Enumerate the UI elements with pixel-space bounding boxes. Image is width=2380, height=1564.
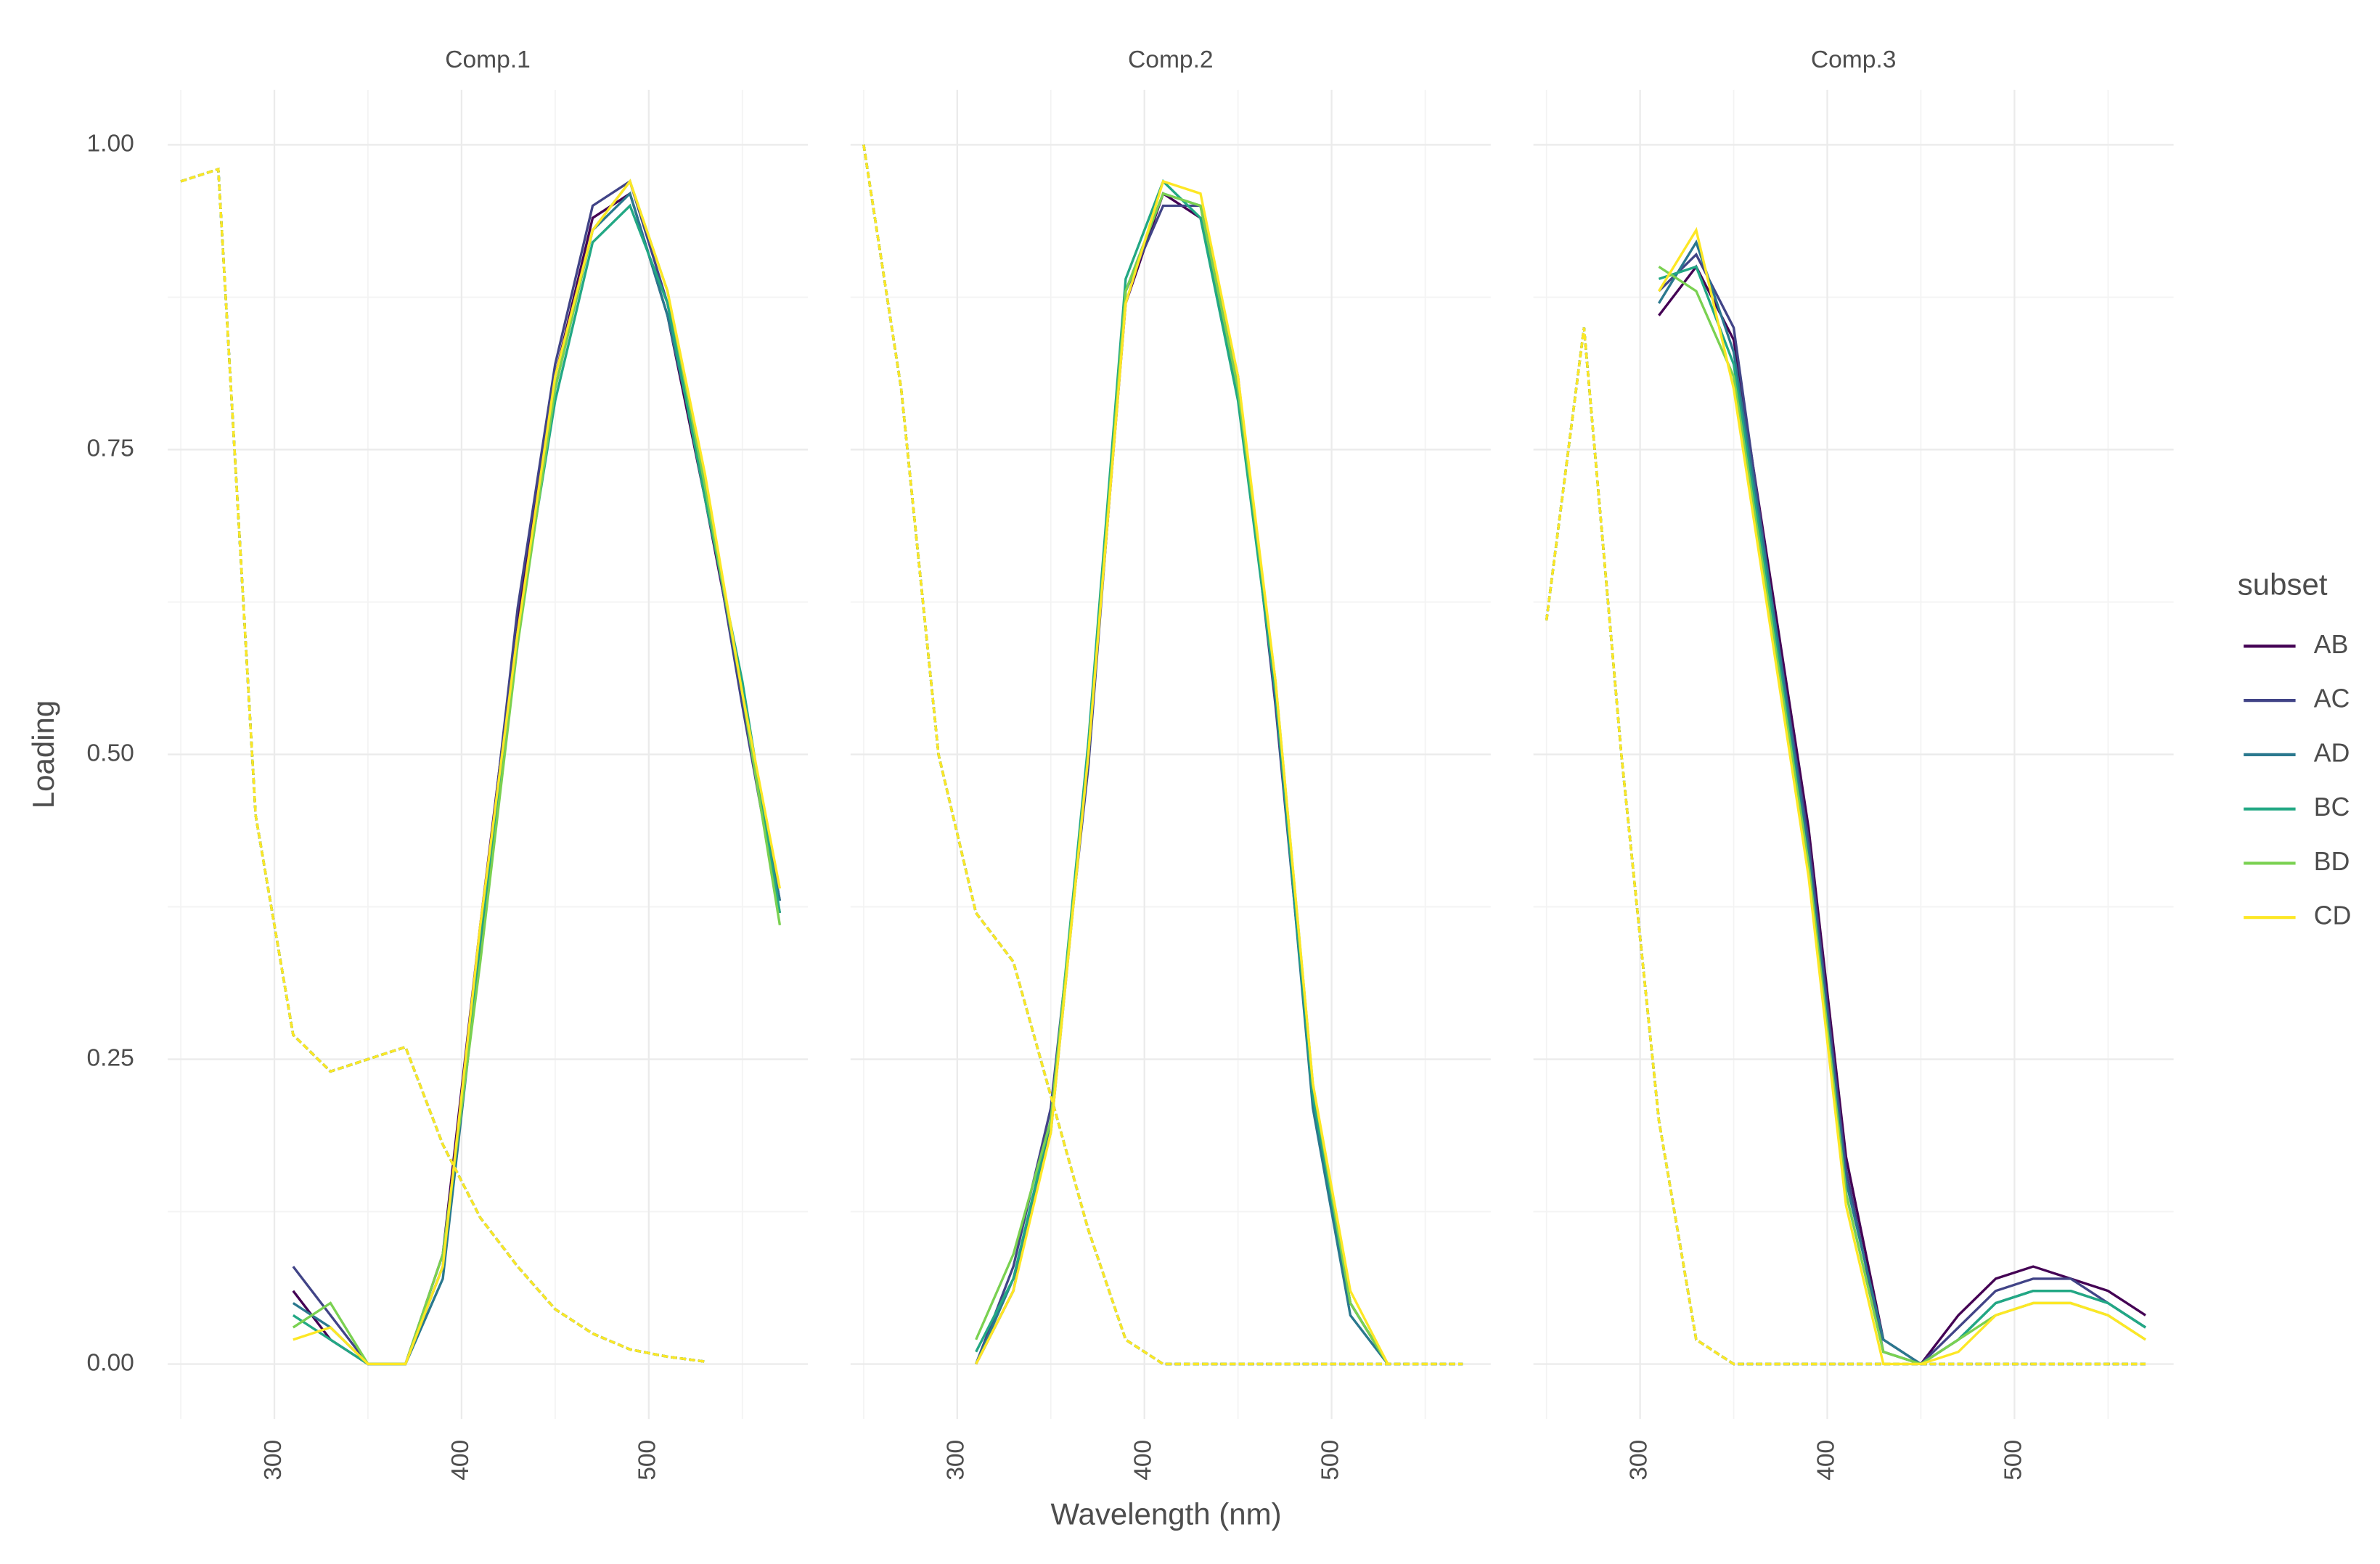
excitation-line	[180, 167, 706, 1363]
excitation-line	[180, 167, 706, 1363]
emission-line	[292, 203, 782, 1366]
emission-line	[292, 179, 782, 1366]
emission-line	[1658, 239, 2146, 1366]
x-tick-label: 300	[1625, 1440, 1652, 1481]
legend-label: CD	[2314, 901, 2352, 930]
legend-title: subset	[2238, 568, 2328, 602]
emission-line	[292, 192, 782, 1366]
excitation-line	[180, 167, 706, 1363]
panel-title: Comp.2	[1128, 46, 1214, 73]
x-tick-label: 400	[447, 1440, 474, 1481]
excitation-line	[180, 167, 706, 1363]
emission-line	[292, 179, 782, 1366]
y-tick-label: 0.75	[86, 435, 134, 462]
emission-line	[292, 191, 782, 1366]
x-tick-label: 500	[1317, 1440, 1344, 1481]
emission-line	[1658, 265, 2146, 1366]
legend-label: BD	[2314, 847, 2350, 876]
y-tick-label: 0.00	[86, 1349, 134, 1376]
emission-line	[1658, 252, 2146, 1366]
emission-line	[1658, 266, 2146, 1366]
excitation-line	[180, 167, 706, 1363]
panel-title: Comp.1	[445, 46, 531, 73]
y-tick-label: 1.00	[86, 130, 134, 157]
x-tick-label: 400	[1130, 1440, 1157, 1481]
excitation-line	[180, 167, 706, 1363]
x-tick-label: 300	[943, 1440, 970, 1481]
x-axis-label: Wavelength (nm)	[1050, 1497, 1281, 1531]
emission-line	[975, 179, 1389, 1365]
x-tick-label: 500	[2000, 1440, 2027, 1481]
y-tick-label: 0.25	[86, 1044, 134, 1071]
legend-label: AC	[2314, 684, 2350, 713]
excitation-line	[862, 144, 1463, 1366]
y-axis-label: Loading	[26, 700, 60, 808]
x-tick-label: 400	[1812, 1440, 1839, 1481]
emission-line	[1658, 264, 2146, 1366]
legend-label: AD	[2314, 738, 2350, 767]
legend-label: AB	[2314, 630, 2349, 659]
panel-title: Comp.3	[1811, 46, 1897, 73]
y-tick-label: 0.50	[86, 740, 134, 766]
emission-line	[1658, 226, 2146, 1366]
x-tick-label: 500	[634, 1440, 661, 1481]
x-tick-label: 300	[260, 1440, 287, 1481]
emission-line	[293, 179, 782, 1366]
legend-label: BC	[2314, 793, 2350, 822]
